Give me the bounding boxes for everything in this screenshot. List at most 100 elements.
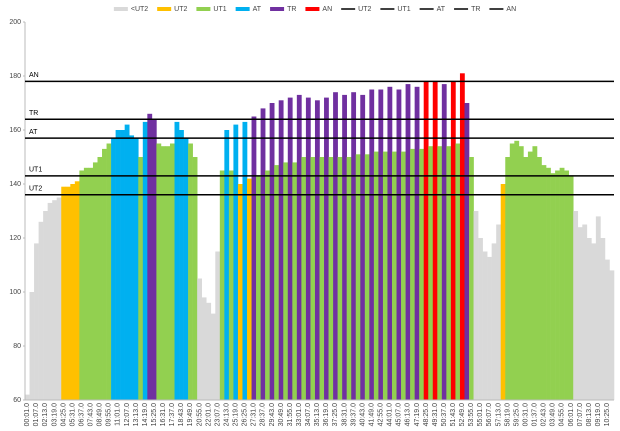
x-tick-label: 02:43.0 (541, 403, 548, 426)
x-tick-label: 39:37.0 (350, 403, 357, 426)
x-tick-label: 35:13.0 (314, 403, 321, 426)
bar (70, 184, 76, 400)
bar (446, 146, 452, 400)
x-tick-label: 07:07.0 (577, 403, 584, 426)
x-tick-label: 50:37.0 (441, 403, 448, 426)
x-tick-label: 13:13.0 (133, 403, 140, 426)
bar (455, 143, 461, 400)
x-tick-label: 46:13.0 (405, 403, 412, 426)
x-tick-label: 01:07.0 (33, 403, 40, 426)
bar (595, 216, 601, 400)
bar (43, 211, 48, 400)
x-tick-label: 04:55.0 (559, 403, 566, 426)
x-tick-label: 27:31.0 (251, 403, 258, 426)
bar (188, 143, 193, 400)
x-tick-label: 03:49.0 (550, 403, 557, 426)
bar (124, 124, 130, 400)
bar (405, 84, 411, 400)
bar (283, 162, 289, 400)
bar (247, 178, 252, 400)
x-tick-label: 05:31.0 (69, 403, 76, 426)
x-tick-label: 06:37.0 (78, 403, 85, 426)
bar (65, 186, 71, 400)
bar (523, 157, 529, 400)
y-tick-label: 180 (9, 73, 21, 80)
bar (604, 259, 610, 400)
bar (224, 130, 230, 400)
bar (428, 146, 434, 400)
x-tick-label: 16:31.0 (160, 403, 167, 426)
x-tick-label: 00:01.0 (24, 403, 31, 426)
x-tick-label: 42:55.0 (378, 403, 385, 426)
x-tick-label: 34:07.0 (305, 403, 312, 426)
bar (464, 103, 470, 400)
bar (210, 313, 216, 400)
bar (260, 108, 266, 401)
x-tick-label: 18:43.0 (178, 403, 185, 426)
y-tick-label: 200 (9, 19, 21, 26)
x-tick-label: 45:07.0 (396, 403, 403, 426)
x-tick-label: 52:49.0 (459, 403, 466, 426)
bar (414, 86, 420, 401)
bar (351, 92, 357, 400)
bar (410, 148, 415, 400)
bar (197, 278, 202, 400)
bar (532, 146, 538, 400)
x-tick-label: 01:37.0 (532, 403, 539, 426)
bar (237, 184, 243, 400)
bar (38, 221, 44, 400)
bar (147, 113, 153, 401)
bar (52, 200, 58, 400)
bar (487, 256, 492, 400)
x-tick-label: 48:25.0 (423, 403, 430, 426)
y-tick-label: 160 (9, 127, 21, 134)
legend-swatch (157, 7, 172, 11)
legend-label: AN (506, 6, 516, 13)
x-tick-label: 09:19.0 (595, 403, 602, 426)
bar (83, 167, 89, 400)
bar (192, 157, 198, 400)
bar (491, 243, 497, 400)
bar (582, 224, 588, 400)
x-tick-label: 29:43.0 (269, 403, 276, 426)
x-tick-label: 47:19.0 (414, 403, 421, 426)
legend-swatch (113, 7, 128, 11)
bar (228, 170, 234, 400)
bar (546, 167, 551, 400)
bar (174, 121, 180, 401)
bar (206, 302, 212, 400)
bar (568, 175, 574, 400)
bar (34, 243, 39, 400)
x-tick-label: 02:13.0 (42, 403, 49, 426)
zone-label: AT (29, 129, 38, 136)
x-tick-label: 51:43.0 (450, 403, 457, 426)
legend-label: UT2 (358, 6, 371, 13)
bar (514, 140, 520, 401)
x-tick-label: 36:19.0 (323, 403, 330, 426)
legend-label: UT1 (397, 6, 410, 13)
bar (314, 100, 320, 401)
bar (346, 157, 352, 400)
bar (183, 138, 189, 400)
x-tick-label: 53:55.0 (468, 403, 475, 426)
bar (251, 116, 257, 400)
bar (160, 146, 166, 400)
bar (333, 92, 338, 400)
bar (269, 103, 275, 400)
bar (61, 186, 67, 400)
bar (92, 162, 98, 400)
zone-label: AN (29, 72, 39, 79)
legend-label: UT1 (213, 6, 226, 13)
x-tick-label: 55:01.0 (477, 403, 484, 426)
legend-swatch (270, 7, 285, 11)
bar (88, 167, 94, 400)
x-tick-label: 41:49.0 (368, 403, 375, 426)
bar (201, 297, 207, 400)
legend-swatch (305, 7, 320, 11)
x-tick-label: 44:01.0 (387, 403, 394, 426)
x-tick-label: 08:49.0 (97, 403, 104, 426)
x-tick-label: 19:49.0 (187, 403, 194, 426)
bar (509, 143, 515, 400)
x-tick-label: 31:55.0 (287, 403, 294, 426)
